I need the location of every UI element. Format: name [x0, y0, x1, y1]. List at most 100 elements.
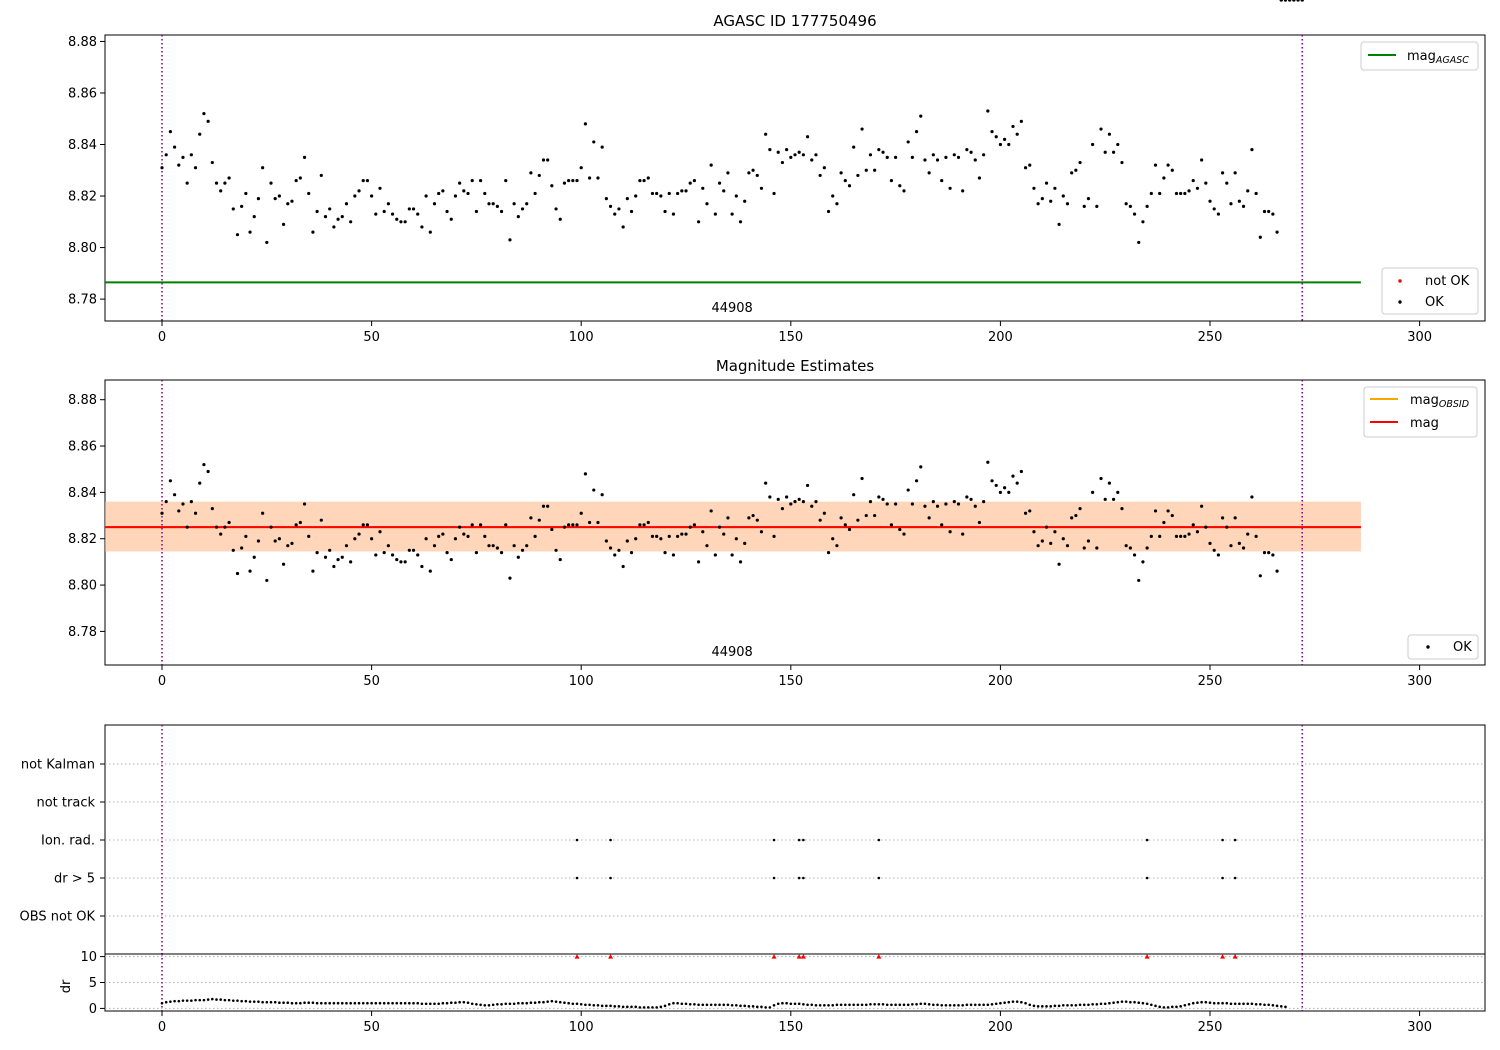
- data-point: [332, 564, 336, 569]
- data-point: [709, 163, 713, 167]
- legend-label-mag: mag: [1410, 416, 1439, 431]
- data-point: [487, 544, 491, 548]
- data-point: [802, 1002, 805, 1006]
- data-point: [956, 155, 961, 159]
- data-point: [307, 1001, 311, 1005]
- flag-point: [575, 838, 579, 842]
- data-point: [214, 525, 219, 529]
- data-point: [626, 1005, 629, 1009]
- data-point: [470, 523, 474, 527]
- data-point: [1141, 220, 1145, 224]
- data-point: [931, 153, 935, 157]
- data-point: [1233, 1002, 1237, 1006]
- data-point: [1036, 544, 1040, 548]
- data-point: [629, 551, 634, 555]
- data-point: [244, 999, 248, 1003]
- data-point: [1111, 497, 1116, 501]
- data-point: [214, 181, 219, 185]
- data-point: [780, 506, 785, 511]
- data-point: [390, 553, 395, 557]
- data-point: [470, 178, 474, 183]
- data-point: [495, 546, 499, 550]
- data-point: [311, 1001, 315, 1005]
- data-point: [780, 160, 785, 165]
- data-point: [835, 202, 839, 206]
- data-point: [349, 1001, 352, 1005]
- data-point: [676, 1001, 679, 1005]
- data-point: [671, 553, 676, 557]
- data-point: [940, 1004, 944, 1007]
- data-point: [433, 1002, 436, 1006]
- data-point: [1158, 191, 1162, 196]
- data-point: [177, 999, 181, 1003]
- data-point: [1057, 1004, 1061, 1008]
- data-point: [864, 513, 868, 518]
- data-points: [160, 0, 1304, 1009]
- data-point: [650, 191, 655, 196]
- data-point: [646, 1006, 650, 1009]
- data-point: [797, 150, 801, 154]
- data-point: [856, 1003, 860, 1007]
- data-point: [1183, 534, 1187, 539]
- data-point: [696, 220, 701, 224]
- data-point: [1233, 516, 1237, 520]
- data-point: [902, 1003, 906, 1007]
- data-point: [1019, 469, 1023, 474]
- data-point: [969, 150, 973, 154]
- data-point: [525, 544, 529, 548]
- agasc-axes: [104, 34, 1486, 322]
- x-tick-label: 0: [158, 674, 166, 689]
- data-point: [764, 1006, 767, 1009]
- flag-point: [797, 876, 801, 880]
- data-point: [600, 493, 604, 497]
- data-point: [902, 532, 906, 536]
- data-point: [160, 1001, 164, 1005]
- data-point: [818, 1004, 822, 1007]
- data-point: [302, 502, 307, 506]
- data-point: [412, 1001, 415, 1005]
- data-point: [772, 191, 776, 196]
- y-tick-label: 8.78: [68, 293, 97, 308]
- data-point: [512, 544, 516, 548]
- data-point: [1267, 1003, 1270, 1007]
- data-point: [793, 1002, 797, 1006]
- data-point: [454, 1001, 457, 1005]
- flag-point: [1145, 876, 1149, 880]
- data-point: [470, 1002, 474, 1006]
- data-point: [562, 525, 567, 529]
- data-point: [437, 1002, 440, 1006]
- data-point: [1170, 168, 1174, 172]
- data-point: [281, 222, 286, 226]
- data-point: [160, 511, 164, 515]
- data-point: [533, 534, 537, 539]
- data-point: [181, 502, 185, 506]
- data-point: [315, 1001, 319, 1005]
- data-point: [483, 191, 487, 196]
- y-tick-label: 10: [80, 950, 97, 965]
- data-point: [847, 527, 852, 532]
- data-point: [542, 1000, 545, 1004]
- data-point: [382, 209, 386, 214]
- data-point: [1262, 209, 1267, 214]
- data-point: [416, 1001, 420, 1005]
- data-point: [1019, 119, 1023, 123]
- data-point: [839, 171, 843, 175]
- data-point: [655, 534, 659, 539]
- data-point: [189, 153, 193, 157]
- data-point: [349, 220, 353, 224]
- data-point: [411, 207, 416, 211]
- data-point: [630, 1005, 633, 1009]
- data-point: [395, 1001, 399, 1005]
- data-point: [185, 525, 189, 529]
- data-point: [717, 525, 722, 529]
- data-point: [638, 1006, 642, 1009]
- data-point: [1241, 204, 1246, 208]
- data-point: [298, 176, 302, 180]
- data-point: [277, 537, 281, 541]
- data-point: [663, 551, 667, 555]
- data-point: [432, 202, 437, 206]
- data-point: [667, 191, 671, 196]
- data-point: [738, 220, 743, 224]
- clipped-dr-marker: [608, 954, 614, 959]
